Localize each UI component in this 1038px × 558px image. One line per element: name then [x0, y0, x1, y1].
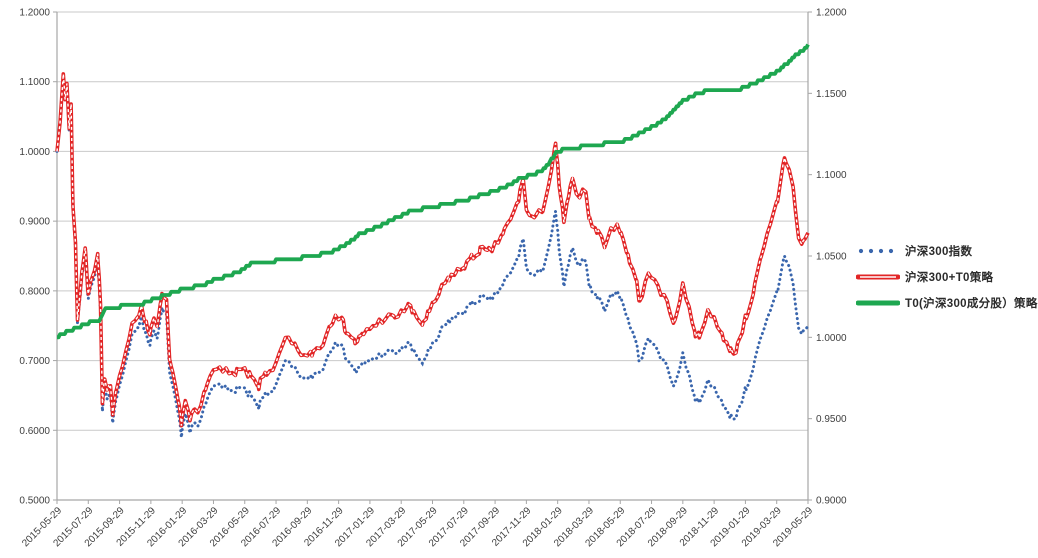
legend-item-1: 沪深300+T0策略: [856, 264, 1038, 290]
y-axis-right-label: 0.9500: [816, 414, 847, 425]
series-t0-alpha-path: [56, 43, 810, 340]
y-axis-right-label: 1.2000: [816, 8, 847, 19]
legend-swatch-solid-white-core: [856, 274, 900, 280]
y-axis-left-label: 0.5000: [19, 496, 50, 507]
y-axis-left-label: 1.2000: [19, 8, 50, 19]
y-axis-left-label: 0.8000: [19, 286, 50, 297]
legend-label: T0(沪深300成分股）策略: [905, 298, 1038, 310]
y-axis-right-label: 1.1000: [816, 170, 847, 181]
series-csi300-index-path: [55, 75, 810, 438]
y-axis-left-label: 0.7000: [19, 356, 50, 367]
y-axis-right-label: 0.9000: [816, 496, 847, 507]
legend-label: 沪深300+T0策略: [905, 272, 994, 284]
legend-item-0: 沪深300指数: [856, 238, 1038, 264]
legend-dot: [878, 248, 884, 254]
legend-swatch-solid: [856, 300, 900, 306]
y-axis-left-label: 1.0000: [19, 147, 50, 158]
y-axis-right-label: 1.1500: [816, 89, 847, 100]
y-axis-right-label: 1.0000: [816, 333, 847, 344]
series-csi300-plus-t0-path: [55, 72, 810, 428]
y-axis-left-label: 0.6000: [19, 426, 50, 437]
legend-dot: [868, 248, 874, 254]
legend-swatch-dotted: [858, 248, 894, 254]
legend-dot: [858, 248, 864, 254]
legend: 沪深300指数沪深300+T0策略 T0(沪深300成分股）策略: [856, 238, 1038, 316]
y-axis-right-label: 1.0500: [816, 252, 847, 263]
y-axis-left-label: 0.9000: [19, 217, 50, 228]
y-axis-left-label: 1.1000: [19, 77, 50, 88]
legend-dot: [888, 248, 894, 254]
legend-item-2: T0(沪深300成分股）策略: [856, 290, 1038, 316]
legend-label: 沪深300指数: [905, 246, 973, 258]
